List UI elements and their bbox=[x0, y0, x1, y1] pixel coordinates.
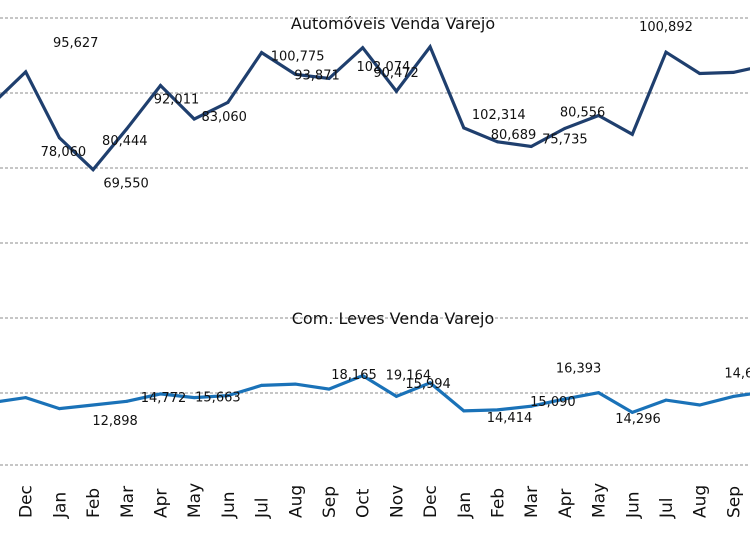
x-tick-label-4: Mar bbox=[118, 486, 138, 518]
panel-0-point-13 bbox=[428, 45, 432, 49]
panel-1-data-label-5: 14,772 bbox=[141, 391, 187, 406]
panel-0-data-label-10: 93,871 bbox=[294, 68, 340, 83]
panel-0-series-line bbox=[0, 43, 750, 173]
panel-0-point-17 bbox=[563, 126, 567, 130]
x-tick-label-15: Feb bbox=[489, 488, 509, 518]
panel-1-point-10 bbox=[327, 387, 331, 391]
x-tick-label-11: Oct bbox=[354, 488, 374, 518]
panel-1-point-21 bbox=[698, 403, 702, 407]
panel-1-data-label-20: 14,296 bbox=[615, 412, 661, 427]
panel-0-point-4 bbox=[125, 127, 129, 131]
panel-0-point-2 bbox=[57, 136, 61, 140]
panel-0-point-12 bbox=[394, 89, 398, 93]
panel-1-point-2 bbox=[57, 407, 61, 411]
panel-0-point-6 bbox=[192, 117, 196, 121]
panel-1-point-20 bbox=[664, 398, 668, 402]
x-tick-label-21: Aug bbox=[691, 485, 711, 518]
panel-0-title: Automóveis Venda Varejo bbox=[291, 14, 495, 33]
panel-0-point-19 bbox=[630, 132, 634, 136]
panel-0-data-label-12: 102,074 bbox=[357, 60, 411, 75]
panel-1-data-label-13: 15,994 bbox=[405, 377, 451, 392]
panel-0-point-7 bbox=[226, 100, 230, 104]
panel-0-data-label-5: 92,011 bbox=[154, 92, 200, 107]
panel-0-data-label-18: 80,556 bbox=[560, 106, 606, 121]
panel-0-data-label-14: 102,314 bbox=[472, 108, 526, 123]
panel-1-point-14 bbox=[462, 409, 466, 413]
panel-1-point-5 bbox=[159, 392, 162, 396]
panel-1-point-7 bbox=[226, 394, 230, 398]
panel-1-data-label-23: 14,689 bbox=[724, 367, 750, 382]
panel-1-title: Com. Leves Venda Varejo bbox=[292, 309, 494, 328]
panel-1-data-label-12: 19,164 bbox=[386, 368, 432, 383]
panel-1-point-9 bbox=[293, 382, 297, 386]
x-tick-label-9: Aug bbox=[286, 485, 306, 518]
panel-1-data-label-7: 15,663 bbox=[195, 391, 241, 406]
panel-1-point-19 bbox=[630, 410, 634, 414]
panel-1-point-22 bbox=[731, 394, 735, 398]
panel-0-data-label-20: 100,892 bbox=[639, 20, 693, 35]
x-tick-label-20: Jul bbox=[657, 497, 677, 519]
panel-1-point-6 bbox=[192, 396, 196, 400]
x-tick-label-16: Mar bbox=[522, 486, 542, 518]
x-tick-label-6: May bbox=[185, 483, 205, 518]
panel-0-data-label-6: 83,060 bbox=[201, 110, 247, 125]
panel-1-point-3 bbox=[91, 403, 95, 407]
panel-1-point-16 bbox=[529, 404, 533, 408]
panel-0-data-label-1: 95,627 bbox=[53, 36, 99, 51]
panel-0-data-label-13: 90,472 bbox=[373, 66, 419, 81]
panel-0-point-21 bbox=[698, 72, 702, 75]
panel-0-point-22 bbox=[731, 70, 735, 74]
panel-1-data-label-15: 14,414 bbox=[487, 411, 533, 426]
panel-0-point-8 bbox=[260, 51, 264, 55]
panel-1-point-12 bbox=[394, 394, 398, 398]
panel-0-data-label-17: 75,735 bbox=[542, 132, 588, 147]
panel-0-point-9 bbox=[293, 72, 297, 76]
panel-0-point-20 bbox=[664, 50, 668, 54]
panel-0-data-label-4: 80,444 bbox=[102, 134, 148, 149]
panel-0-point-14 bbox=[462, 126, 466, 130]
panel-0-point-16 bbox=[529, 144, 533, 148]
panel-1-point-13 bbox=[428, 381, 432, 385]
x-tick-label-22: Sep bbox=[724, 486, 744, 518]
panel-1-point-17 bbox=[563, 397, 567, 401]
panel-1-point-18 bbox=[597, 391, 601, 395]
panel-0-point-1 bbox=[24, 70, 28, 74]
panel-0-data-label-3: 69,550 bbox=[103, 177, 149, 192]
x-tick-label-17: Apr bbox=[556, 489, 576, 518]
panel-1-data-label-3: 12,898 bbox=[92, 414, 138, 429]
x-tick-label-5: Apr bbox=[152, 489, 172, 518]
panel-0-data-label-8: 100,775 bbox=[271, 50, 325, 65]
panel-1-series-line bbox=[0, 373, 750, 415]
panel-0-point-10 bbox=[327, 76, 331, 80]
x-tick-label-3: Feb bbox=[84, 488, 104, 518]
panel-1-point-11 bbox=[361, 374, 365, 378]
panel-0-point-3 bbox=[91, 168, 95, 172]
x-tick-label-1: Dec bbox=[17, 485, 37, 518]
x-tick-label-18: May bbox=[590, 483, 610, 518]
panel-0-point-15 bbox=[496, 140, 499, 144]
panel-0-point-11 bbox=[361, 46, 365, 50]
panel-1-data-label-18: 16,393 bbox=[556, 362, 602, 377]
x-tick-label-7: Jun bbox=[219, 491, 239, 519]
panel-0-data-label-15: 80,689 bbox=[491, 128, 537, 143]
x-tick-label-8: Jul bbox=[253, 497, 273, 519]
panel-1-data-label-17: 15,090 bbox=[530, 395, 576, 410]
x-tick-label-19: Jun bbox=[623, 491, 643, 519]
x-tick-label-12: Nov bbox=[387, 485, 407, 518]
panel-0-data-label-2: 78,060 bbox=[41, 145, 87, 160]
x-tick-label-2: Jan bbox=[50, 492, 70, 519]
panel-1-point-15 bbox=[496, 408, 499, 412]
panel-1-data-label-10: 18,165 bbox=[331, 368, 377, 383]
panel-0-point-18 bbox=[597, 114, 601, 117]
x-tick-label-10: Sep bbox=[320, 486, 340, 518]
panel-1-point-8 bbox=[260, 383, 264, 387]
x-tick-label-13: Dec bbox=[421, 485, 441, 518]
panel-1-point-1 bbox=[24, 396, 28, 400]
panel-1-point-4 bbox=[125, 399, 129, 403]
panel-0-point-5 bbox=[159, 83, 162, 87]
x-tick-label-14: Jan bbox=[455, 492, 475, 519]
